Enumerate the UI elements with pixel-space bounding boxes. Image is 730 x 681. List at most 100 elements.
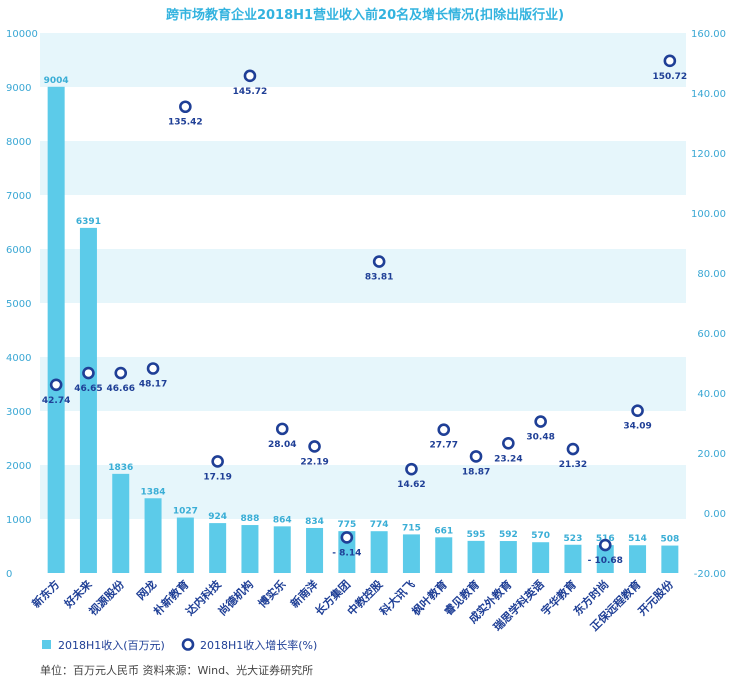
growth-series bbox=[49, 54, 677, 552]
left-axis-tick: 0 bbox=[6, 569, 12, 580]
growth-marker bbox=[405, 462, 418, 476]
grid-band bbox=[40, 141, 686, 195]
left-axis-tick: 2000 bbox=[6, 461, 31, 472]
bar-value-label: 924 bbox=[208, 512, 227, 522]
growth-value-label: 22.19 bbox=[300, 457, 328, 467]
grid-band bbox=[40, 249, 686, 303]
growth-marker bbox=[631, 404, 644, 418]
growth-value-label: 18.87 bbox=[462, 467, 490, 477]
category-label: 新东方 bbox=[29, 577, 62, 610]
right-axis-tick: 80.00 bbox=[697, 269, 726, 280]
growth-marker bbox=[114, 366, 128, 380]
bar-value-label: 595 bbox=[467, 530, 486, 540]
growth-value-label: 17.19 bbox=[203, 472, 231, 482]
bar bbox=[306, 527, 324, 573]
bar-value-label: 1027 bbox=[173, 507, 198, 517]
bar bbox=[47, 86, 65, 573]
bar-value-label: 1836 bbox=[108, 463, 133, 473]
bar-value-label: 775 bbox=[337, 520, 356, 530]
bar-value-label: 864 bbox=[273, 515, 292, 525]
bar-value-label: 508 bbox=[660, 535, 679, 545]
growth-value-label: 28.04 bbox=[268, 440, 296, 450]
bar bbox=[596, 545, 614, 573]
category-label: 视源股份 bbox=[86, 577, 128, 619]
growth-marker bbox=[82, 366, 95, 380]
left-axis-tick: 9000 bbox=[6, 83, 31, 94]
right-axis-tick: 60.00 bbox=[697, 329, 726, 340]
growth-marker bbox=[146, 362, 160, 375]
bar-value-label: 6391 bbox=[76, 217, 101, 227]
growth-value-label: 135.42 bbox=[168, 118, 203, 128]
right-axis-tick: -20.00 bbox=[694, 569, 726, 580]
bar bbox=[273, 526, 291, 573]
grid-band bbox=[40, 33, 686, 87]
bar bbox=[532, 542, 550, 573]
growth-labels: 42.74 46.65 46.66 48.17 135.42 17.19 145.72 28.… bbox=[42, 72, 687, 566]
bar-value-label: 514 bbox=[628, 534, 647, 544]
growth-value-label: 23.24 bbox=[494, 454, 522, 464]
growth-value-label: 14.62 bbox=[397, 480, 425, 490]
growth-marker bbox=[211, 455, 224, 468]
bar bbox=[370, 531, 388, 573]
bar bbox=[661, 545, 679, 573]
left-axis-tick: 10000 bbox=[6, 29, 38, 40]
legend-marker-label: 2018H1收入增长率(%) bbox=[200, 638, 317, 652]
legend-bar-swatch bbox=[42, 640, 51, 649]
bar bbox=[112, 473, 130, 573]
bar-value-label: 592 bbox=[499, 530, 518, 540]
chart-title: 跨市场教育企业2018H1营业收入前20名及增长情况(扣除出版行业) bbox=[166, 7, 564, 23]
growth-marker bbox=[275, 422, 289, 436]
growth-marker bbox=[663, 54, 677, 68]
right-axis-tick: 100.00 bbox=[691, 209, 726, 220]
growth-marker bbox=[340, 531, 354, 544]
bar-value-label: 834 bbox=[305, 517, 324, 527]
growth-marker bbox=[49, 378, 63, 392]
growth-value-label: 30.48 bbox=[526, 433, 554, 443]
growth-value-label: 34.09 bbox=[623, 422, 651, 432]
growth-marker bbox=[243, 69, 257, 83]
category-label: 博实乐 bbox=[255, 577, 288, 610]
bar bbox=[209, 523, 227, 573]
growth-value-label: 145.72 bbox=[233, 87, 268, 97]
category-label: 网龙 bbox=[134, 577, 159, 602]
category-label: 尚德机构 bbox=[215, 577, 256, 618]
right-axis-tick: 160.00 bbox=[691, 29, 726, 40]
growth-value-label: - 8.14 bbox=[332, 548, 361, 558]
bar-value-label: 715 bbox=[402, 523, 421, 533]
growth-value-label: 83.81 bbox=[365, 273, 393, 283]
bar bbox=[241, 525, 259, 573]
right-axis-tick: 0.00 bbox=[704, 509, 726, 520]
right-axis: -20.00 0.00 20.00 40.00 60.00 80.00 100.00 120.… bbox=[691, 29, 726, 580]
bar bbox=[467, 540, 485, 573]
left-axis-tick: 7000 bbox=[6, 191, 31, 202]
growth-value-label: 150.72 bbox=[652, 72, 687, 82]
grid-band bbox=[40, 465, 686, 519]
bar bbox=[79, 227, 97, 574]
legend: 2018H1收入(百万元) 2018H1收入增长率(%) bbox=[42, 638, 317, 652]
bar bbox=[564, 544, 582, 573]
left-axis: 0 1000 2000 3000 4000 5000 6000 7000 8000 9000 100… bbox=[6, 29, 38, 580]
bar-series bbox=[47, 86, 679, 574]
left-axis-tick: 6000 bbox=[6, 245, 31, 256]
bar-value-label: 9004 bbox=[44, 76, 69, 86]
growth-marker bbox=[469, 450, 483, 463]
bar-value-label: 774 bbox=[370, 520, 389, 530]
left-axis-tick: 5000 bbox=[6, 299, 31, 310]
bar-value-label: 1384 bbox=[141, 487, 166, 497]
growth-value-label: 21.32 bbox=[559, 460, 587, 470]
growth-value-label: - 10.68 bbox=[588, 556, 623, 566]
growth-marker bbox=[308, 440, 321, 453]
growth-marker bbox=[179, 100, 192, 114]
bar bbox=[435, 537, 453, 573]
right-axis-tick: 140.00 bbox=[691, 89, 726, 100]
growth-value-label: 48.17 bbox=[139, 379, 167, 389]
legend-marker-swatch bbox=[181, 638, 195, 651]
right-axis-tick: 20.00 bbox=[697, 449, 726, 460]
left-axis-tick: 8000 bbox=[6, 137, 31, 148]
growth-value-label: 46.65 bbox=[74, 384, 102, 394]
bar-value-label: 523 bbox=[564, 534, 583, 544]
bar bbox=[629, 545, 647, 573]
growth-value-label: 46.66 bbox=[107, 384, 135, 394]
growth-marker bbox=[437, 423, 451, 436]
